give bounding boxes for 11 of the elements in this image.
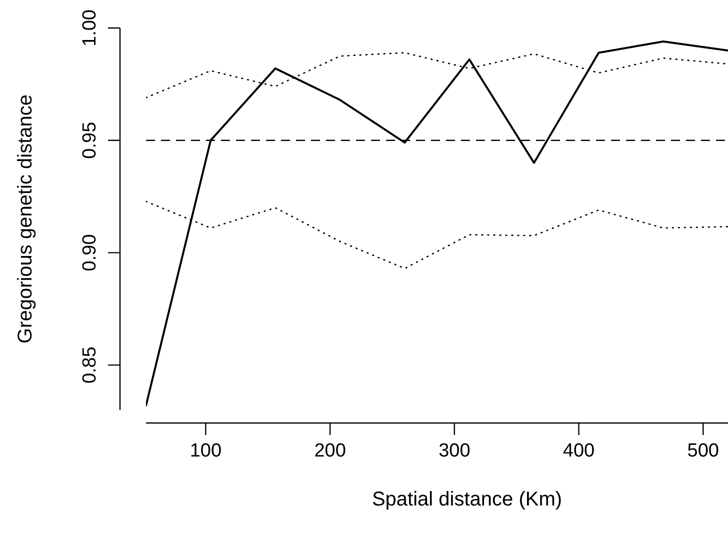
y-tick-label: 0.90 bbox=[80, 234, 101, 272]
y-tick-label: 1.00 bbox=[80, 10, 101, 46]
x-tick-label: 400 bbox=[562, 440, 595, 462]
x-tick-label: 100 bbox=[190, 440, 222, 462]
x-axis-title: Spatial distance (Km) bbox=[372, 488, 562, 511]
y-tick-label: 0.85 bbox=[80, 346, 101, 384]
x-tick-label: 200 bbox=[314, 440, 346, 462]
x-tick-label: 300 bbox=[438, 440, 470, 462]
y-axis-title: Gregorious genetic distance bbox=[14, 94, 37, 344]
x-tick-label: 500 bbox=[687, 440, 719, 462]
y-tick-label: 0.95 bbox=[80, 122, 101, 159]
